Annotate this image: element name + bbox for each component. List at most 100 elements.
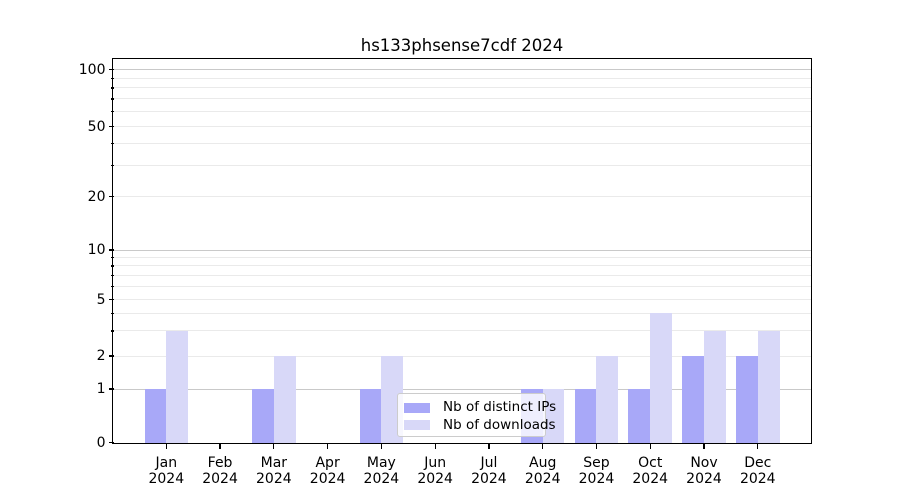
gridline-minor bbox=[113, 111, 811, 113]
x-tick-year: 2024 bbox=[686, 471, 722, 487]
gridline-minor bbox=[113, 274, 811, 276]
gridline-major bbox=[113, 69, 811, 70]
gridline-minor bbox=[113, 126, 811, 128]
bar-nb-of-distinct-ips-oct-2024 bbox=[628, 389, 651, 444]
y-tick-label: 100 bbox=[78, 61, 106, 78]
y-axis-tick bbox=[108, 355, 114, 357]
y-axis-minor-tick bbox=[110, 257, 114, 259]
x-tick-label: Mar 2024 bbox=[244, 455, 304, 488]
y-axis-tick bbox=[108, 68, 114, 71]
y-tick-label: 10 bbox=[87, 242, 106, 258]
y-axis-minor-tick bbox=[110, 143, 114, 145]
x-tick-label: Oct 2024 bbox=[620, 455, 680, 488]
bar-nb-of-distinct-ips-mar-2024 bbox=[252, 389, 274, 444]
legend-label: Nb of downloads bbox=[443, 416, 556, 433]
bar-nb-of-distinct-ips-jan-2024 bbox=[144, 389, 167, 444]
y-axis-minor-tick bbox=[110, 312, 114, 314]
legend-item: Nb of downloads bbox=[404, 417, 556, 435]
y-axis-tick bbox=[108, 388, 114, 390]
y-axis-tick bbox=[108, 249, 114, 251]
x-tick-month: Oct bbox=[638, 454, 663, 471]
chart-title: hs133phsense7cdf 2024 bbox=[360, 36, 564, 55]
legend: Nb of distinct IPs Nb of downloads bbox=[397, 393, 556, 437]
x-axis-tick bbox=[327, 443, 329, 449]
x-tick-label: Nov 2024 bbox=[674, 455, 734, 488]
gridline-minor bbox=[113, 312, 811, 314]
bar-nb-of-distinct-ips-may-2024 bbox=[359, 389, 382, 444]
legend-swatch-icon bbox=[404, 420, 430, 430]
gridline-minor bbox=[113, 87, 811, 89]
x-tick-year: 2024 bbox=[739, 471, 776, 487]
x-tick-month: Mar bbox=[260, 454, 288, 471]
bar-nb-of-downloads-jan-2024 bbox=[166, 330, 189, 444]
x-axis-tick bbox=[757, 443, 759, 449]
x-tick-label: Aug 2024 bbox=[513, 455, 573, 488]
x-tick-month: Nov bbox=[690, 454, 718, 471]
x-axis-tick bbox=[165, 443, 167, 449]
y-axis-minor-tick bbox=[110, 77, 114, 79]
x-tick-year: 2024 bbox=[578, 471, 615, 487]
x-axis-tick bbox=[649, 443, 651, 449]
x-tick-year: 2024 bbox=[524, 471, 561, 487]
legend-label: Nb of distinct IPs bbox=[443, 399, 557, 415]
x-tick-month: Aug bbox=[529, 454, 557, 471]
bar-nb-of-downloads-mar-2024 bbox=[273, 356, 296, 444]
gridline-minor bbox=[113, 285, 811, 287]
y-tick-label: 20 bbox=[87, 188, 106, 205]
gridline-minor bbox=[113, 355, 811, 357]
y-axis-tick bbox=[108, 441, 114, 444]
bar-nb-of-distinct-ips-nov-2024 bbox=[682, 356, 704, 444]
x-tick-month: Sep bbox=[583, 454, 610, 471]
x-tick-month: May bbox=[366, 454, 396, 471]
gridline-minor bbox=[113, 330, 811, 332]
x-tick-label: Dec 2024 bbox=[728, 455, 788, 488]
y-axis-tick bbox=[108, 298, 114, 301]
x-tick-year: 2024 bbox=[417, 471, 453, 487]
gridline-major bbox=[113, 388, 811, 390]
gridline-minor bbox=[113, 257, 811, 259]
y-axis-minor-tick bbox=[110, 111, 114, 113]
x-tick-month: Jun bbox=[424, 454, 447, 471]
x-axis-tick bbox=[595, 443, 598, 449]
y-axis-tick bbox=[108, 196, 114, 198]
x-tick-label: Feb 2024 bbox=[190, 455, 250, 488]
x-tick-label: Jul 2024 bbox=[459, 455, 519, 488]
bar-nb-of-downloads-oct-2024 bbox=[650, 313, 673, 444]
x-axis-tick bbox=[488, 443, 490, 449]
bar-nb-of-distinct-ips-dec-2024 bbox=[735, 356, 758, 444]
x-tick-label: Apr 2024 bbox=[298, 455, 358, 488]
legend-item: Nb of distinct IPs bbox=[404, 399, 556, 417]
x-tick-label: May 2024 bbox=[351, 455, 411, 488]
x-tick-year: 2024 bbox=[471, 471, 507, 487]
y-axis-minor-tick bbox=[110, 274, 114, 277]
y-axis-minor-tick bbox=[110, 87, 114, 89]
x-axis-tick bbox=[703, 443, 705, 449]
bar-nb-of-downloads-dec-2024 bbox=[757, 330, 780, 444]
y-axis-minor-tick bbox=[110, 265, 114, 267]
x-tick-label: Jun 2024 bbox=[405, 455, 465, 488]
x-tick-year: 2024 bbox=[632, 471, 669, 487]
gridline-minor bbox=[113, 299, 811, 300]
y-tick-label: 50 bbox=[87, 118, 106, 135]
y-axis-minor-tick bbox=[110, 285, 114, 288]
bar-nb-of-downloads-aug-2024 bbox=[542, 389, 565, 444]
x-axis-tick bbox=[273, 443, 275, 449]
x-tick-year: 2024 bbox=[148, 471, 185, 487]
x-tick-month: Dec bbox=[744, 454, 772, 471]
bar-nb-of-downloads-sep-2024 bbox=[596, 356, 619, 444]
x-tick-label: Jan 2024 bbox=[136, 455, 196, 488]
y-axis-minor-tick bbox=[110, 330, 114, 332]
bar-nb-of-distinct-ips-sep-2024 bbox=[574, 389, 597, 444]
x-tick-year: 2024 bbox=[363, 471, 400, 487]
x-axis-tick bbox=[219, 443, 221, 449]
y-tick-label: 2 bbox=[96, 348, 106, 364]
x-tick-year: 2024 bbox=[309, 471, 346, 487]
x-tick-month: Jan bbox=[155, 454, 178, 471]
y-axis-minor-tick bbox=[110, 98, 114, 100]
gridline-minor bbox=[113, 196, 811, 198]
gridline-minor bbox=[113, 165, 811, 167]
y-axis-tick bbox=[108, 126, 114, 128]
x-axis-tick bbox=[380, 443, 382, 449]
gridline-major bbox=[113, 249, 811, 251]
